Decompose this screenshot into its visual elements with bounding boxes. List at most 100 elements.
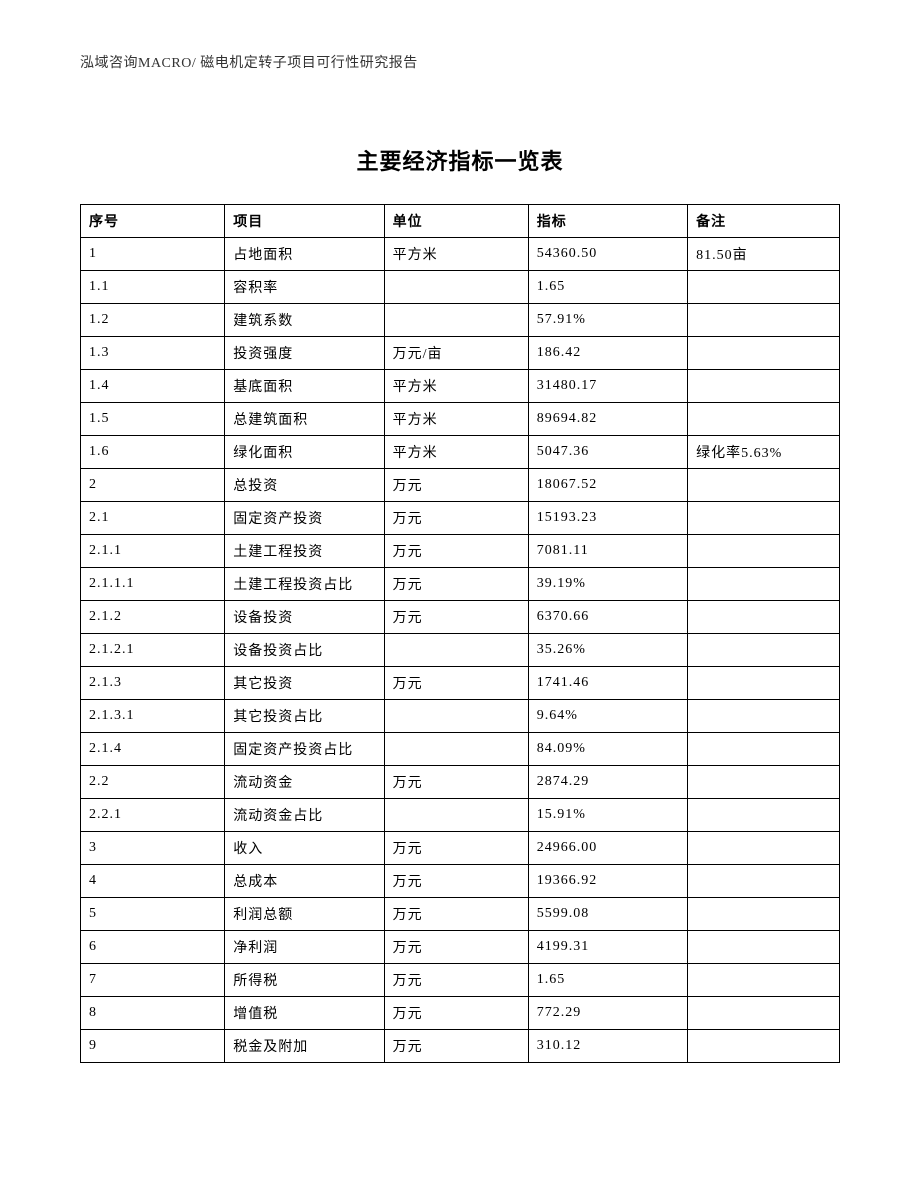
table-row: 2.1固定资产投资万元15193.23 bbox=[81, 502, 840, 535]
table-cell: 2.1.2 bbox=[81, 601, 225, 634]
table-cell bbox=[688, 733, 840, 766]
table-cell: 万元 bbox=[384, 865, 528, 898]
table-cell: 万元 bbox=[384, 898, 528, 931]
table-cell: 总成本 bbox=[225, 865, 384, 898]
table-cell: 1741.46 bbox=[528, 667, 687, 700]
table-cell bbox=[688, 370, 840, 403]
table-cell: 6 bbox=[81, 931, 225, 964]
table-row: 2.2流动资金万元2874.29 bbox=[81, 766, 840, 799]
table-cell: 2.1.4 bbox=[81, 733, 225, 766]
table-row: 1.5总建筑面积平方米89694.82 bbox=[81, 403, 840, 436]
table-row: 2.1.3其它投资万元1741.46 bbox=[81, 667, 840, 700]
economic-indicators-table: 序号 项目 单位 指标 备注 1占地面积平方米54360.5081.50亩1.1… bbox=[80, 204, 840, 1063]
table-cell: 9 bbox=[81, 1030, 225, 1063]
table-cell bbox=[384, 799, 528, 832]
table-cell: 2.1.2.1 bbox=[81, 634, 225, 667]
table-cell: 84.09% bbox=[528, 733, 687, 766]
table-cell: 4199.31 bbox=[528, 931, 687, 964]
table-row: 9税金及附加万元310.12 bbox=[81, 1030, 840, 1063]
table-cell: 增值税 bbox=[225, 997, 384, 1030]
table-cell: 1.4 bbox=[81, 370, 225, 403]
table-cell: 设备投资占比 bbox=[225, 634, 384, 667]
table-cell: 310.12 bbox=[528, 1030, 687, 1063]
table-cell bbox=[688, 502, 840, 535]
table-row: 2.1.2设备投资万元6370.66 bbox=[81, 601, 840, 634]
table-body: 1占地面积平方米54360.5081.50亩1.1容积率1.651.2建筑系数5… bbox=[81, 238, 840, 1063]
table-header-row: 序号 项目 单位 指标 备注 bbox=[81, 205, 840, 238]
table-title: 主要经济指标一览表 bbox=[80, 144, 840, 176]
table-cell bbox=[688, 601, 840, 634]
table-cell: 建筑系数 bbox=[225, 304, 384, 337]
table-cell: 8 bbox=[81, 997, 225, 1030]
table-cell: 31480.17 bbox=[528, 370, 687, 403]
table-cell: 54360.50 bbox=[528, 238, 687, 271]
table-row: 1.1容积率1.65 bbox=[81, 271, 840, 304]
table-cell bbox=[688, 535, 840, 568]
table-cell bbox=[688, 271, 840, 304]
table-row: 1.3投资强度万元/亩186.42 bbox=[81, 337, 840, 370]
table-cell: 39.19% bbox=[528, 568, 687, 601]
table-cell: 净利润 bbox=[225, 931, 384, 964]
table-cell: 万元 bbox=[384, 931, 528, 964]
table-cell: 35.26% bbox=[528, 634, 687, 667]
table-row: 2总投资万元18067.52 bbox=[81, 469, 840, 502]
column-header-remark: 备注 bbox=[688, 205, 840, 238]
table-row: 7所得税万元1.65 bbox=[81, 964, 840, 997]
table-cell: 万元 bbox=[384, 469, 528, 502]
table-row: 8增值税万元772.29 bbox=[81, 997, 840, 1030]
table-cell: 其它投资占比 bbox=[225, 700, 384, 733]
table-cell bbox=[688, 865, 840, 898]
table-cell: 1.2 bbox=[81, 304, 225, 337]
table-cell: 6370.66 bbox=[528, 601, 687, 634]
table-cell bbox=[688, 1030, 840, 1063]
table-cell: 万元 bbox=[384, 568, 528, 601]
table-cell: 19366.92 bbox=[528, 865, 687, 898]
table-cell: 总建筑面积 bbox=[225, 403, 384, 436]
table-cell: 1.5 bbox=[81, 403, 225, 436]
table-cell: 万元 bbox=[384, 667, 528, 700]
table-cell: 2.1.3.1 bbox=[81, 700, 225, 733]
table-cell: 9.64% bbox=[528, 700, 687, 733]
table-cell: 绿化面积 bbox=[225, 436, 384, 469]
table-cell bbox=[688, 403, 840, 436]
table-row: 2.1.2.1设备投资占比 35.26% bbox=[81, 634, 840, 667]
table-cell: 土建工程投资占比 bbox=[225, 568, 384, 601]
table-cell: 利润总额 bbox=[225, 898, 384, 931]
table-cell: 2.2 bbox=[81, 766, 225, 799]
table-cell bbox=[688, 964, 840, 997]
table-cell: 2874.29 bbox=[528, 766, 687, 799]
table-row: 2.2.1流动资金占比15.91% bbox=[81, 799, 840, 832]
table-cell: 5599.08 bbox=[528, 898, 687, 931]
table-cell: 3 bbox=[81, 832, 225, 865]
table-cell: 固定资产投资占比 bbox=[225, 733, 384, 766]
table-cell: 1.65 bbox=[528, 964, 687, 997]
table-row: 2.1.1土建工程投资万元7081.11 bbox=[81, 535, 840, 568]
table-cell: 2.2.1 bbox=[81, 799, 225, 832]
table-cell: 万元 bbox=[384, 601, 528, 634]
table-cell: 57.91% bbox=[528, 304, 687, 337]
table-cell bbox=[384, 304, 528, 337]
table-cell bbox=[384, 271, 528, 304]
table-cell bbox=[688, 337, 840, 370]
table-cell: 186.42 bbox=[528, 337, 687, 370]
table-cell bbox=[688, 898, 840, 931]
table-cell: 772.29 bbox=[528, 997, 687, 1030]
table-cell bbox=[688, 304, 840, 337]
column-header-unit: 单位 bbox=[384, 205, 528, 238]
table-cell: 18067.52 bbox=[528, 469, 687, 502]
table-cell: 容积率 bbox=[225, 271, 384, 304]
table-cell: 1.65 bbox=[528, 271, 687, 304]
table-cell: 所得税 bbox=[225, 964, 384, 997]
table-cell: 平方米 bbox=[384, 370, 528, 403]
table-cell: 万元 bbox=[384, 535, 528, 568]
column-header-seq: 序号 bbox=[81, 205, 225, 238]
table-cell: 基底面积 bbox=[225, 370, 384, 403]
table-row: 5利润总额万元5599.08 bbox=[81, 898, 840, 931]
table-cell: 税金及附加 bbox=[225, 1030, 384, 1063]
table-cell: 1.3 bbox=[81, 337, 225, 370]
table-cell bbox=[688, 667, 840, 700]
table-row: 6净利润万元4199.31 bbox=[81, 931, 840, 964]
table-cell: 其它投资 bbox=[225, 667, 384, 700]
table-row: 2.1.4固定资产投资占比 84.09% bbox=[81, 733, 840, 766]
table-cell: 平方米 bbox=[384, 238, 528, 271]
